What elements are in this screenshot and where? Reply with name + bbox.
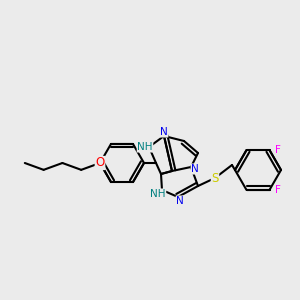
- Text: N: N: [160, 127, 168, 137]
- Text: F: F: [274, 185, 280, 195]
- Text: F: F: [274, 145, 280, 155]
- Text: NH: NH: [150, 189, 166, 199]
- Text: O: O: [95, 157, 105, 169]
- Text: S: S: [211, 172, 219, 184]
- Text: N: N: [191, 164, 199, 174]
- Text: O: O: [95, 157, 105, 169]
- Text: NH: NH: [137, 142, 153, 152]
- Text: N: N: [176, 196, 184, 206]
